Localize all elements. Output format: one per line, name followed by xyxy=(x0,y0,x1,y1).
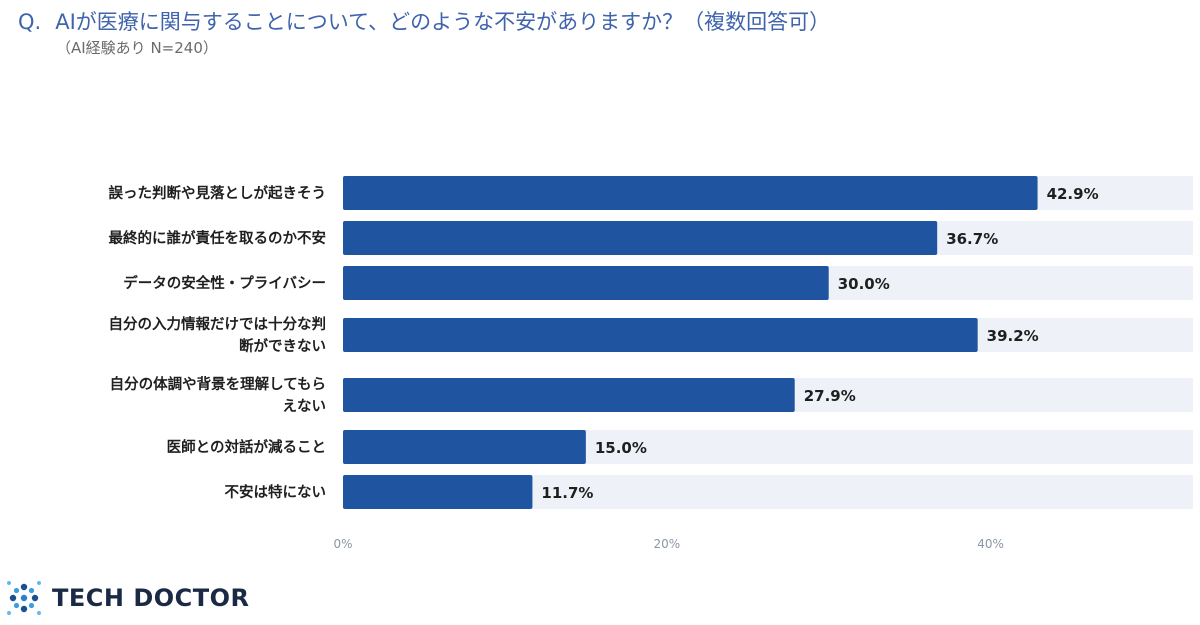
question-text: AIが医療に関与することについて、どのような不安がありますか？（複数回答可） xyxy=(55,10,831,34)
category-label: 誤った判断や見落としが起きそう xyxy=(109,184,327,202)
value-label: 15.0% xyxy=(595,439,647,457)
x-tick-label: 40% xyxy=(977,537,1004,551)
value-label: 27.9% xyxy=(804,387,856,405)
category-label: 医師との対話が減ること xyxy=(167,438,326,456)
value-label: 39.2% xyxy=(987,327,1039,345)
bar xyxy=(343,221,938,255)
bar xyxy=(343,378,795,412)
value-label: 42.9% xyxy=(1047,185,1099,203)
category-label: データの安全性・プライバシー xyxy=(123,274,326,292)
bar xyxy=(343,318,978,352)
chart-title: Q. AIが医療に関与することについて、どのような不安がありますか？（複数回答可） xyxy=(18,6,830,36)
tech-doctor-logo-icon xyxy=(7,581,41,615)
x-tick-label: 20% xyxy=(653,537,680,551)
value-label: 11.7% xyxy=(541,484,593,502)
bar xyxy=(343,266,829,300)
value-label: 36.7% xyxy=(946,230,998,248)
question-prefix: Q. xyxy=(18,10,42,34)
bar xyxy=(343,475,533,509)
category-label: 不安は特にない xyxy=(225,483,327,501)
category-label: 最終的に誰が責任を取るのか不安 xyxy=(109,229,327,247)
brand-logo: TECH DOCTOR xyxy=(6,580,250,616)
value-label: 30.0% xyxy=(838,275,890,293)
brand-name: TECH DOCTOR xyxy=(52,584,250,612)
category-label: 自分の体調や背景を理解してもらえない xyxy=(110,375,326,415)
x-tick-label: 0% xyxy=(333,537,352,551)
bar xyxy=(343,430,586,464)
category-label: 自分の入力情報だけでは十分な判断ができない xyxy=(109,315,327,355)
bar xyxy=(343,176,1038,210)
chart-subtitle: （AI経験あり N=240） xyxy=(56,39,218,57)
